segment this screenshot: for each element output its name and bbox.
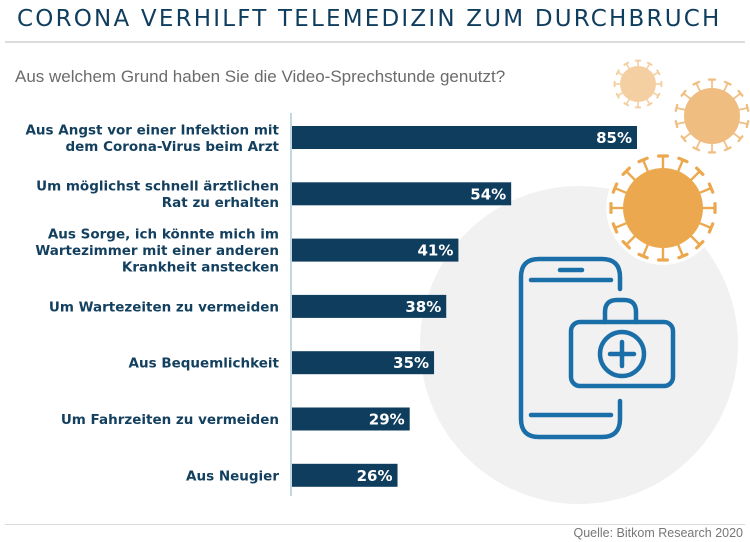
bar	[292, 126, 637, 149]
bar-row: 85% Aus Angst vor einer Infektion mit dem …	[25, 122, 637, 155]
smartphone-icon	[518, 256, 623, 440]
virus-icon	[610, 56, 666, 112]
category-label-line: Aus Angst vor einer Infektion mit	[25, 122, 279, 138]
category-label: Um Wartezeiten zu vermeiden	[49, 299, 279, 315]
value-label: 41%	[418, 242, 454, 260]
category-label-line: Aus Sorge, ich könnte mich im	[48, 227, 279, 243]
category-label-line: Aus Neugier	[186, 468, 279, 484]
chart-subtitle: Aus welchem Grund haben Sie die Video-Sp…	[15, 67, 506, 86]
bar	[292, 463, 398, 487]
category-label-line: Um möglichst schnell ärztlichen	[36, 179, 279, 195]
category-label-line: dem Corona-Virus beim Arzt	[65, 139, 279, 155]
title-divider	[5, 41, 745, 43]
bar	[292, 351, 435, 375]
bar-row: 41% Aus Sorge, ich könnte mich im Wartezim…	[35, 227, 459, 276]
value-label: 54%	[470, 185, 506, 203]
bar	[292, 407, 410, 431]
virus-icon	[671, 75, 750, 157]
category-label-line: Um Fahrzeiten zu vermeiden	[61, 412, 279, 428]
bar-row: 54% Um möglichst schnell ärztlichen Rat zu…	[36, 179, 512, 212]
footer-divider	[5, 524, 745, 525]
category-label: Aus Neugier	[186, 468, 279, 484]
bar	[292, 238, 459, 262]
medical-bag-icon	[568, 297, 676, 389]
category-label: Aus Bequemlichkeit	[129, 356, 280, 372]
bar-row: 38% Um Wartezeiten zu vermeiden	[49, 294, 447, 318]
value-label: 29%	[369, 411, 405, 429]
bar-row: 29% Um Fahrzeiten zu vermeiden	[61, 407, 410, 431]
value-label: 35%	[393, 354, 429, 372]
category-label-line: Krankheit anstecken	[122, 260, 279, 276]
bar	[292, 182, 512, 206]
category-label-line: Rat zu erhalten	[162, 195, 279, 211]
bar	[292, 294, 447, 318]
value-label: 38%	[405, 298, 441, 316]
source-note: Quelle: Bitkom Research 2020	[573, 526, 743, 540]
value-label: 26%	[357, 467, 393, 485]
category-label-line: Um Wartezeiten zu vermeiden	[49, 299, 279, 315]
category-label-line: Wartezimmer mit einer anderen	[35, 243, 279, 259]
category-label: Aus Angst vor einer Infektion mit dem Cor…	[25, 122, 279, 155]
category-label-line: Aus Bequemlichkeit	[129, 356, 280, 372]
value-label: 85%	[596, 129, 632, 147]
category-label: Aus Sorge, ich könnte mich im Wartezimmer…	[35, 227, 279, 276]
bar-row: 35% Aus Bequemlichkeit	[129, 351, 435, 375]
category-label: Um möglichst schnell ärztlichen Rat zu er…	[36, 179, 279, 212]
bar-row: 26% Aus Neugier	[186, 463, 398, 487]
category-label: Um Fahrzeiten zu vermeiden	[61, 412, 279, 428]
virus-icon	[606, 151, 720, 265]
plus-icon	[597, 329, 647, 379]
chart-title: CORONA VERHILFT TELEMEDIZIN ZUM DURCHBRU…	[17, 6, 722, 32]
